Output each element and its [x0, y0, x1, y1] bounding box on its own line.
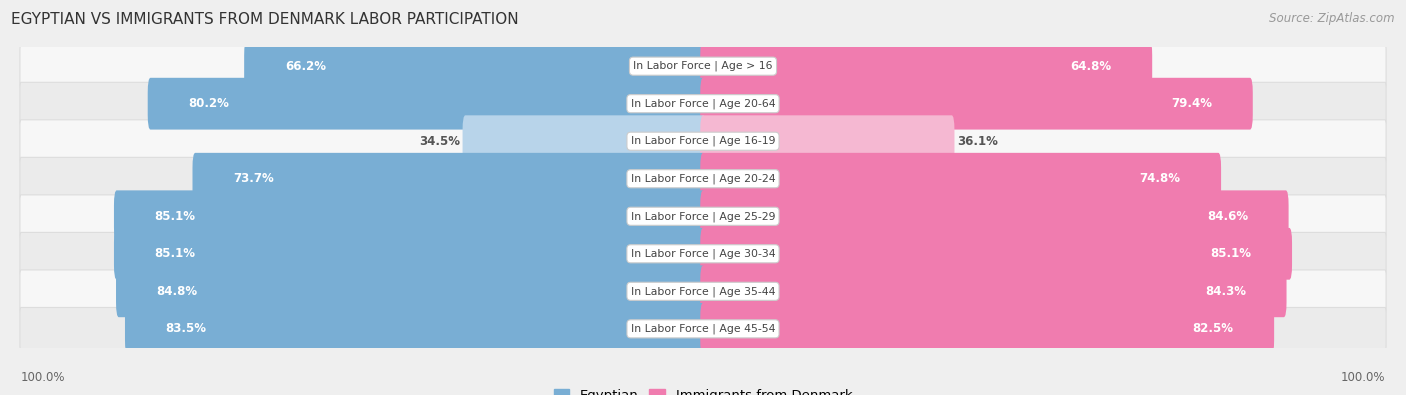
Text: 34.5%: 34.5%	[419, 135, 460, 148]
FancyBboxPatch shape	[114, 190, 706, 242]
Text: 100.0%: 100.0%	[1340, 371, 1385, 384]
Text: 64.8%: 64.8%	[1070, 60, 1112, 73]
Text: In Labor Force | Age 20-64: In Labor Force | Age 20-64	[631, 98, 775, 109]
Text: 84.6%: 84.6%	[1206, 210, 1249, 223]
FancyBboxPatch shape	[20, 45, 1386, 88]
Text: 73.7%: 73.7%	[233, 172, 274, 185]
FancyBboxPatch shape	[20, 157, 1386, 200]
FancyBboxPatch shape	[700, 190, 1289, 242]
Text: 83.5%: 83.5%	[166, 322, 207, 335]
FancyBboxPatch shape	[20, 270, 1386, 313]
FancyBboxPatch shape	[700, 265, 1286, 317]
FancyBboxPatch shape	[700, 303, 1274, 355]
FancyBboxPatch shape	[20, 232, 1386, 275]
Text: 85.1%: 85.1%	[155, 210, 195, 223]
FancyBboxPatch shape	[20, 307, 1386, 350]
Text: 85.1%: 85.1%	[155, 247, 195, 260]
FancyBboxPatch shape	[20, 195, 1386, 238]
Text: 36.1%: 36.1%	[957, 135, 998, 148]
FancyBboxPatch shape	[114, 228, 706, 280]
Text: 80.2%: 80.2%	[188, 97, 229, 110]
Text: 84.8%: 84.8%	[156, 285, 198, 298]
FancyBboxPatch shape	[700, 228, 1292, 280]
Text: 74.8%: 74.8%	[1139, 172, 1181, 185]
Text: In Labor Force | Age 20-24: In Labor Force | Age 20-24	[631, 173, 775, 184]
Text: In Labor Force | Age > 16: In Labor Force | Age > 16	[633, 61, 773, 71]
FancyBboxPatch shape	[700, 115, 955, 167]
FancyBboxPatch shape	[20, 82, 1386, 125]
Text: EGYPTIAN VS IMMIGRANTS FROM DENMARK LABOR PARTICIPATION: EGYPTIAN VS IMMIGRANTS FROM DENMARK LABO…	[11, 12, 519, 27]
Text: In Labor Force | Age 25-29: In Labor Force | Age 25-29	[631, 211, 775, 222]
FancyBboxPatch shape	[700, 40, 1152, 92]
Text: 66.2%: 66.2%	[285, 60, 326, 73]
FancyBboxPatch shape	[117, 265, 706, 317]
Text: 85.1%: 85.1%	[1211, 247, 1251, 260]
Text: Source: ZipAtlas.com: Source: ZipAtlas.com	[1270, 12, 1395, 25]
Text: 100.0%: 100.0%	[21, 371, 66, 384]
FancyBboxPatch shape	[125, 303, 706, 355]
Text: In Labor Force | Age 30-34: In Labor Force | Age 30-34	[631, 248, 775, 259]
Legend: Egyptian, Immigrants from Denmark: Egyptian, Immigrants from Denmark	[548, 384, 858, 395]
Text: In Labor Force | Age 16-19: In Labor Force | Age 16-19	[631, 136, 775, 147]
Text: In Labor Force | Age 45-54: In Labor Force | Age 45-54	[631, 324, 775, 334]
Text: 82.5%: 82.5%	[1192, 322, 1233, 335]
FancyBboxPatch shape	[193, 153, 706, 205]
FancyBboxPatch shape	[245, 40, 706, 92]
Text: 79.4%: 79.4%	[1171, 97, 1212, 110]
FancyBboxPatch shape	[463, 115, 706, 167]
FancyBboxPatch shape	[700, 153, 1220, 205]
FancyBboxPatch shape	[700, 78, 1253, 130]
FancyBboxPatch shape	[148, 78, 706, 130]
Text: In Labor Force | Age 35-44: In Labor Force | Age 35-44	[631, 286, 775, 297]
FancyBboxPatch shape	[20, 120, 1386, 163]
Text: 84.3%: 84.3%	[1205, 285, 1246, 298]
